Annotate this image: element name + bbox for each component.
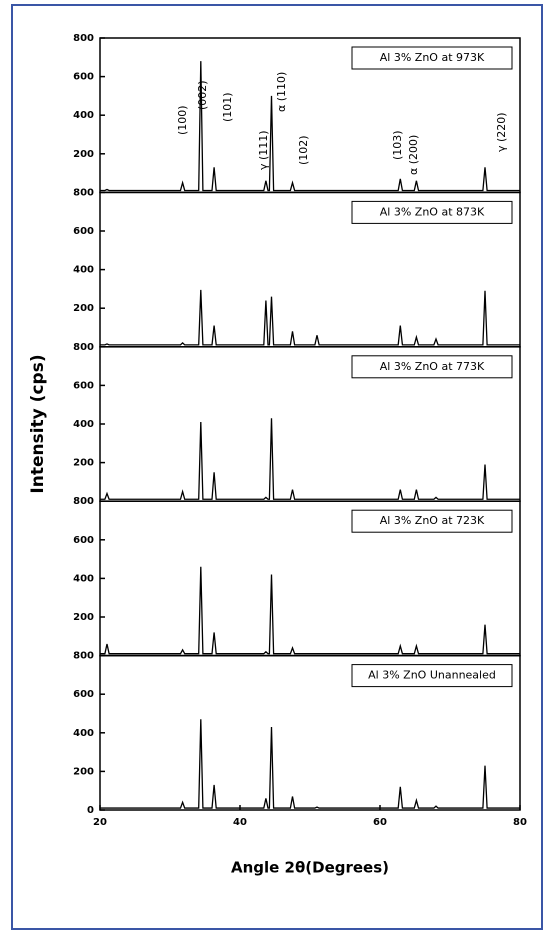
legend-label: Al 3% ZnO at 773K: [380, 360, 485, 373]
y-tick-label: 600: [73, 535, 94, 546]
legend-label: Al 3% ZnO Unannealed: [368, 669, 496, 682]
peak-label: (100): [176, 105, 189, 135]
legend-box: [351, 664, 513, 688]
legend-box: [351, 355, 513, 379]
peak-label: α (200): [407, 135, 420, 175]
y-tick-label: 800: [73, 33, 94, 44]
y-tick-label: 200: [73, 149, 94, 160]
peak-label: (101): [221, 92, 234, 122]
x-tick-label: 40: [233, 817, 247, 828]
y-tick-label: 600: [73, 72, 94, 83]
peak-label: (002): [196, 80, 209, 110]
xrd-line: [100, 418, 520, 500]
legend-label: Al 3% ZnO at 723K: [380, 514, 485, 527]
peak-label: (103): [391, 130, 404, 160]
legend-box: [351, 46, 513, 70]
legend-box: [351, 200, 513, 224]
legend-label: Al 3% ZnO at 973K: [380, 51, 485, 64]
legend-label: Al 3% ZnO at 873K: [380, 205, 485, 218]
peak-label: γ (111): [257, 130, 270, 170]
xrd-line: [100, 61, 520, 192]
y-tick-label: 200: [73, 303, 94, 314]
frame: [11, 4, 543, 930]
y-tick-label: 600: [73, 380, 94, 391]
y-tick-label: 0: [87, 805, 94, 816]
y-tick-label: 200: [73, 612, 94, 623]
legend-box: [351, 509, 513, 533]
xrd-line: [100, 719, 520, 809]
y-tick-label: 600: [73, 226, 94, 237]
y-axis-label: Intensity (cps): [28, 354, 48, 493]
y-tick-label: 800: [73, 342, 94, 353]
y-tick-label: 800: [73, 187, 94, 198]
y-tick-label: 200: [73, 458, 94, 469]
peak-label: α (110): [275, 72, 288, 112]
peak-label: γ (220): [495, 112, 508, 152]
x-tick-label: 20: [93, 817, 107, 828]
y-tick-label: 400: [73, 728, 94, 739]
y-tick-label: 400: [73, 265, 94, 276]
y-tick-label: 400: [73, 419, 94, 430]
y-tick-label: 800: [73, 651, 94, 662]
peak-label: (102): [297, 135, 310, 165]
xrd-line: [100, 289, 520, 346]
y-tick-label: 400: [73, 110, 94, 121]
y-tick-label: 200: [73, 766, 94, 777]
x-tick-label: 80: [513, 817, 527, 828]
y-tick-label: 800: [73, 496, 94, 507]
x-tick-label: 60: [373, 817, 387, 828]
y-tick-label: 400: [73, 573, 94, 584]
x-axis-label: Angle 2θ(Degrees): [231, 859, 389, 877]
y-tick-label: 600: [73, 689, 94, 700]
xrd-line: [100, 566, 520, 655]
